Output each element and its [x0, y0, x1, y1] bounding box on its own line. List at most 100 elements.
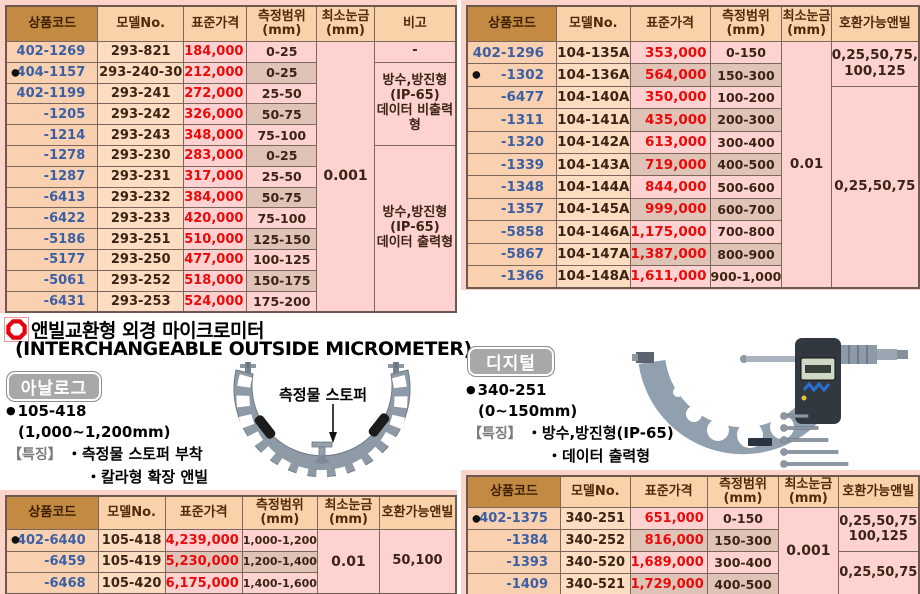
digital-micrometer-image	[632, 338, 908, 468]
column-header: 최소눈금 (mm)	[778, 475, 839, 508]
column-header: 호환가능앤빌	[378, 495, 457, 530]
column-header: 측정범위 (mm)	[709, 5, 783, 42]
price-cell: 999,000	[629, 197, 711, 222]
model-no-cell: 104-140A	[556, 85, 631, 110]
range-cell: 25-50	[246, 165, 318, 188]
model-no-cell: 104-148A	[556, 264, 631, 289]
product-code-cell: -1311	[466, 108, 558, 132]
product-code-cell: -1205	[5, 103, 99, 126]
table-row: 402-1269 293-821 184,000 0-25 0.001-	[5, 40, 457, 313]
product-code-cell: -1384	[466, 529, 561, 552]
product-code-cell: ● 402-1375	[466, 507, 561, 530]
featured-dot: ●	[11, 67, 20, 79]
analog-features-line2: ・칼라형 확장 앤빌	[86, 468, 209, 486]
remarks-cell: 방수,방진형 (IP-65) 데이터 출력형	[373, 144, 457, 313]
range-cell: 125-150	[246, 228, 318, 250]
model-no-cell: 293-233	[97, 207, 185, 230]
price-cell: 1,387,000	[629, 242, 711, 266]
product-code-cell: -5177	[5, 248, 99, 271]
column-header: 상품코드	[466, 475, 561, 508]
item-bullet: ●	[6, 404, 16, 417]
table-row: -1409 340-521 1,729,000 400-500	[466, 573, 919, 594]
price-cell: 613,000	[629, 130, 711, 154]
featured-dot: ●	[11, 534, 20, 546]
column-header: 호환가능앤빌	[830, 5, 920, 42]
remarks-cell: 방수,방진형 (IP-65) 데이터 비출력형	[373, 61, 457, 146]
analog-item-code: ● 105-418	[6, 402, 87, 420]
product-code-cell: -1409	[466, 573, 561, 594]
least-count-cell: 0.01	[316, 529, 380, 594]
column-header: 상품코드	[466, 5, 558, 42]
price-cell: 518,000	[183, 269, 248, 292]
product-code-cell: ● -1302	[466, 63, 558, 87]
digital-badge: 디지털	[467, 346, 555, 377]
range-cell: 800-900	[709, 242, 783, 266]
panel-top-left: 상품코드 모델No. 표준가격 측정범위 (mm) 최소눈금 (mm) 비고 402-126…	[0, 0, 457, 313]
price-cell: 1,689,000	[629, 551, 708, 574]
product-code-cell: -1287	[5, 165, 99, 188]
model-no-cell: 293-241	[97, 82, 185, 105]
product-code-cell: -6477	[466, 85, 558, 110]
anvil-cell: 0,25,50,75, 100,125	[830, 41, 920, 87]
model-no-cell: 340-520	[559, 551, 631, 574]
product-code-cell: -1348	[466, 175, 558, 199]
table-row: -1287 293-231 317,000 25-50	[5, 165, 456, 188]
least-count-cell: 0.001	[316, 40, 375, 313]
table-row: ● -1302 104-136A 564,000 150-300	[466, 63, 919, 87]
model-no-cell: 293-821	[97, 41, 185, 63]
range-cell: 0-150	[706, 507, 780, 530]
range-cell: 150-175	[246, 269, 318, 292]
model-no-cell: 104-144A	[556, 175, 631, 199]
model-no-cell: 104-147A	[556, 242, 631, 266]
price-cell: 719,000	[629, 152, 711, 177]
features-label: 【특징】	[8, 447, 62, 463]
model-no-cell: 340-252	[559, 529, 631, 552]
range-cell: 300-400	[706, 551, 780, 574]
price-cell: 844,000	[629, 175, 711, 199]
model-no-cell: 293-243	[97, 124, 185, 146]
column-header: 상품코드	[5, 495, 99, 530]
digital-interchangeable-micrometer-table: 상품코드 모델No. 표준가격 측정범위 (mm) 최소눈금 (mm) 호환가능앤빌 ● 40…	[466, 475, 920, 594]
table-row: -6431 293-253 524,000 175-200	[5, 290, 456, 313]
table-row: -6468 105-420 6,175,000 1,400-1,600	[5, 572, 456, 594]
model-no-cell: 104-142A	[556, 130, 631, 154]
column-header: 측정범위 (mm)	[241, 495, 318, 530]
table-row: -1357 104-145A 999,000 600-700	[466, 197, 919, 222]
column-header: 표준가격	[629, 475, 708, 508]
price-cell: 272,000	[183, 82, 248, 105]
featured-dot: ●	[472, 513, 481, 524]
analog-features-line1: 【특징】 ・측정물 스토퍼 부착	[8, 443, 203, 464]
item-bullet: ●	[466, 383, 476, 396]
column-header: 모델No.	[559, 475, 631, 508]
price-cell: 326,000	[183, 103, 248, 126]
price-cell: 5,230,000	[164, 550, 243, 574]
feature-item: ・방수,방진형(IP-65)	[526, 424, 674, 442]
product-code-cell: -1214	[5, 124, 99, 146]
table-row: -1348 104-144A 844,000 500-600	[466, 175, 919, 199]
column-header: 비고	[373, 5, 457, 42]
model-no-cell: 104-136A	[556, 63, 631, 87]
model-no-cell: 104-143A	[556, 152, 631, 177]
model-no-cell: 293-230	[97, 144, 185, 167]
product-code-cell: 402-1296	[466, 40, 558, 65]
range-cell: 150-300	[706, 529, 780, 552]
range-cell: 100-125	[246, 248, 318, 271]
range-cell: 50-75	[246, 103, 318, 126]
product-code-cell: -1278	[5, 144, 99, 167]
model-no-cell: 293-252	[97, 269, 185, 292]
column-header: 모델No.	[556, 5, 631, 42]
column-header: 표준가격	[183, 5, 248, 42]
featured-dot: ●	[472, 69, 481, 81]
model-no-cell: 293-250	[97, 248, 185, 271]
product-code-cell: 402-1269	[5, 41, 99, 63]
table-row: ● 404-1157 293-240-30 212,000 0-25 방수,방진형 (IP…	[5, 61, 457, 146]
column-header: 측정범위 (mm)	[706, 475, 780, 508]
section-title-english: (INTERCHANGEABLE OUTSIDE MICROMETER)	[15, 338, 472, 360]
price-cell: 816,000	[629, 529, 708, 552]
column-header: 호환가능앤빌	[837, 475, 920, 508]
model-no-cell: 293-251	[97, 228, 185, 250]
product-code-cell: -1393	[466, 551, 561, 574]
analog-item-range: (1,000~1,200mm)	[18, 423, 171, 441]
price-cell: 651,000	[629, 507, 708, 530]
